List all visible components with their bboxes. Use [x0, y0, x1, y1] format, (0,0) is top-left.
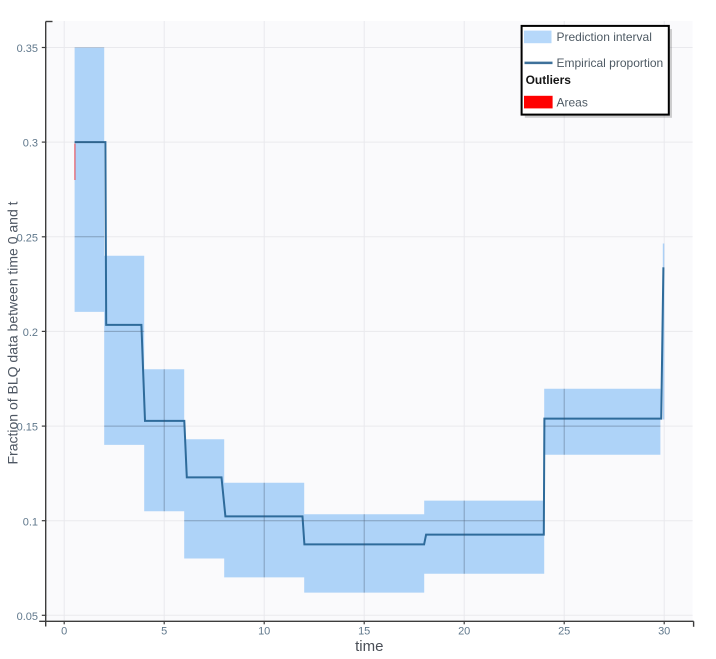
svg-text:Areas: Areas	[557, 95, 588, 109]
svg-text:0.1: 0.1	[23, 516, 38, 528]
svg-text:30: 30	[658, 626, 670, 638]
svg-text:time: time	[355, 638, 383, 655]
svg-text:0.3: 0.3	[23, 138, 38, 150]
svg-text:0.15: 0.15	[17, 422, 38, 434]
svg-text:20: 20	[458, 626, 470, 638]
svg-text:0.2: 0.2	[23, 327, 38, 339]
svg-text:5: 5	[161, 626, 167, 638]
svg-text:Outliers: Outliers	[526, 73, 572, 87]
svg-text:Prediction interval: Prediction interval	[557, 30, 652, 44]
svg-text:15: 15	[358, 626, 370, 638]
svg-text:0: 0	[61, 626, 67, 638]
svg-text:0.05: 0.05	[17, 611, 38, 623]
svg-text:Empirical proportion: Empirical proportion	[557, 56, 664, 70]
svg-text:Fraction of BLQ data between t: Fraction of BLQ data between time 0 and …	[5, 201, 21, 464]
svg-text:0.25: 0.25	[17, 232, 38, 244]
svg-text:25: 25	[558, 626, 570, 638]
svg-text:10: 10	[258, 626, 270, 638]
svg-text:0.35: 0.35	[17, 43, 38, 55]
